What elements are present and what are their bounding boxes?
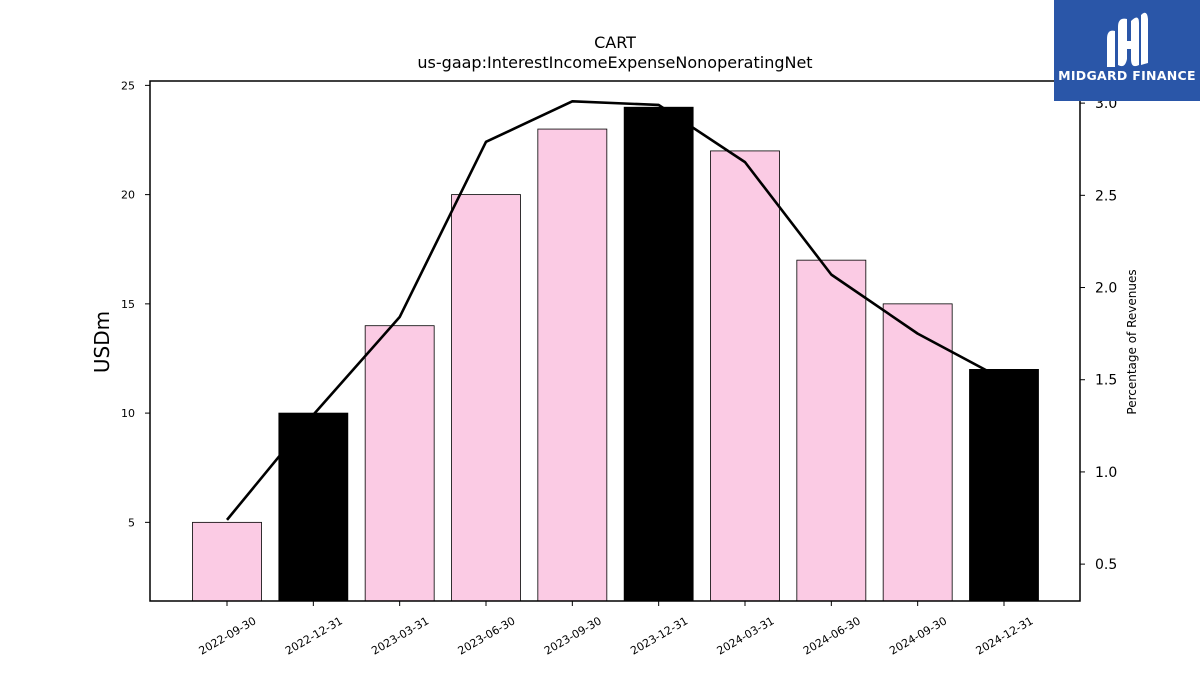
right-y-tick-label: 1.0 [1095,465,1117,481]
x-tick-label: 2024-06-30 [801,614,863,657]
y-tick-label: 15 [121,298,135,311]
x-tick-label: 2024-09-30 [887,614,949,657]
bar [278,412,349,602]
right-y-tick-label: 2.0 [1095,281,1117,297]
logo-text: MIDGARD FINANCE [1058,68,1196,83]
plot-frame [149,80,1081,602]
chart-title: CART [594,33,636,52]
logo: MIDGARD FINANCE [1054,0,1200,101]
series-line [225,99,1005,521]
y-tick-label: 25 [121,79,135,92]
x-tick-label: 2022-09-30 [197,614,259,657]
bar [364,325,435,602]
bar [710,150,780,602]
y-tick-label: 20 [121,189,135,202]
x-tick-label: 2024-12-31 [974,614,1036,657]
bar [451,194,521,602]
bar [796,259,867,602]
x-tick-label: 2023-09-30 [542,614,604,657]
right-y-tick-label: 1.5 [1095,373,1117,389]
bar [882,303,953,602]
y-tick-label: 5 [128,516,135,529]
chart-subtitle: us-gaap:InterestIncomeExpenseNonoperatin… [417,53,812,72]
line-group [225,99,1005,521]
y-tick-label: 10 [121,407,135,420]
bar [537,128,608,602]
y-axis-label: USDm [90,311,114,373]
bars-group [192,106,1039,602]
x-tick-label: 2022-12-31 [283,614,345,657]
bar [623,106,694,602]
bar [969,369,1039,602]
logo-mark-icon [1107,12,1148,67]
right-y-axis-label: Percentage of Revenues [1125,269,1139,414]
right-y-tick-label: 2.5 [1095,188,1117,204]
bar [192,521,262,602]
x-tick-label: 2024-03-31 [715,614,777,657]
x-tick-label: 2023-06-30 [456,614,518,657]
x-tick-label: 2023-03-31 [369,614,431,657]
right-y-tick-label: 0.5 [1095,557,1117,573]
x-tick-label: 2023-12-31 [628,614,690,657]
